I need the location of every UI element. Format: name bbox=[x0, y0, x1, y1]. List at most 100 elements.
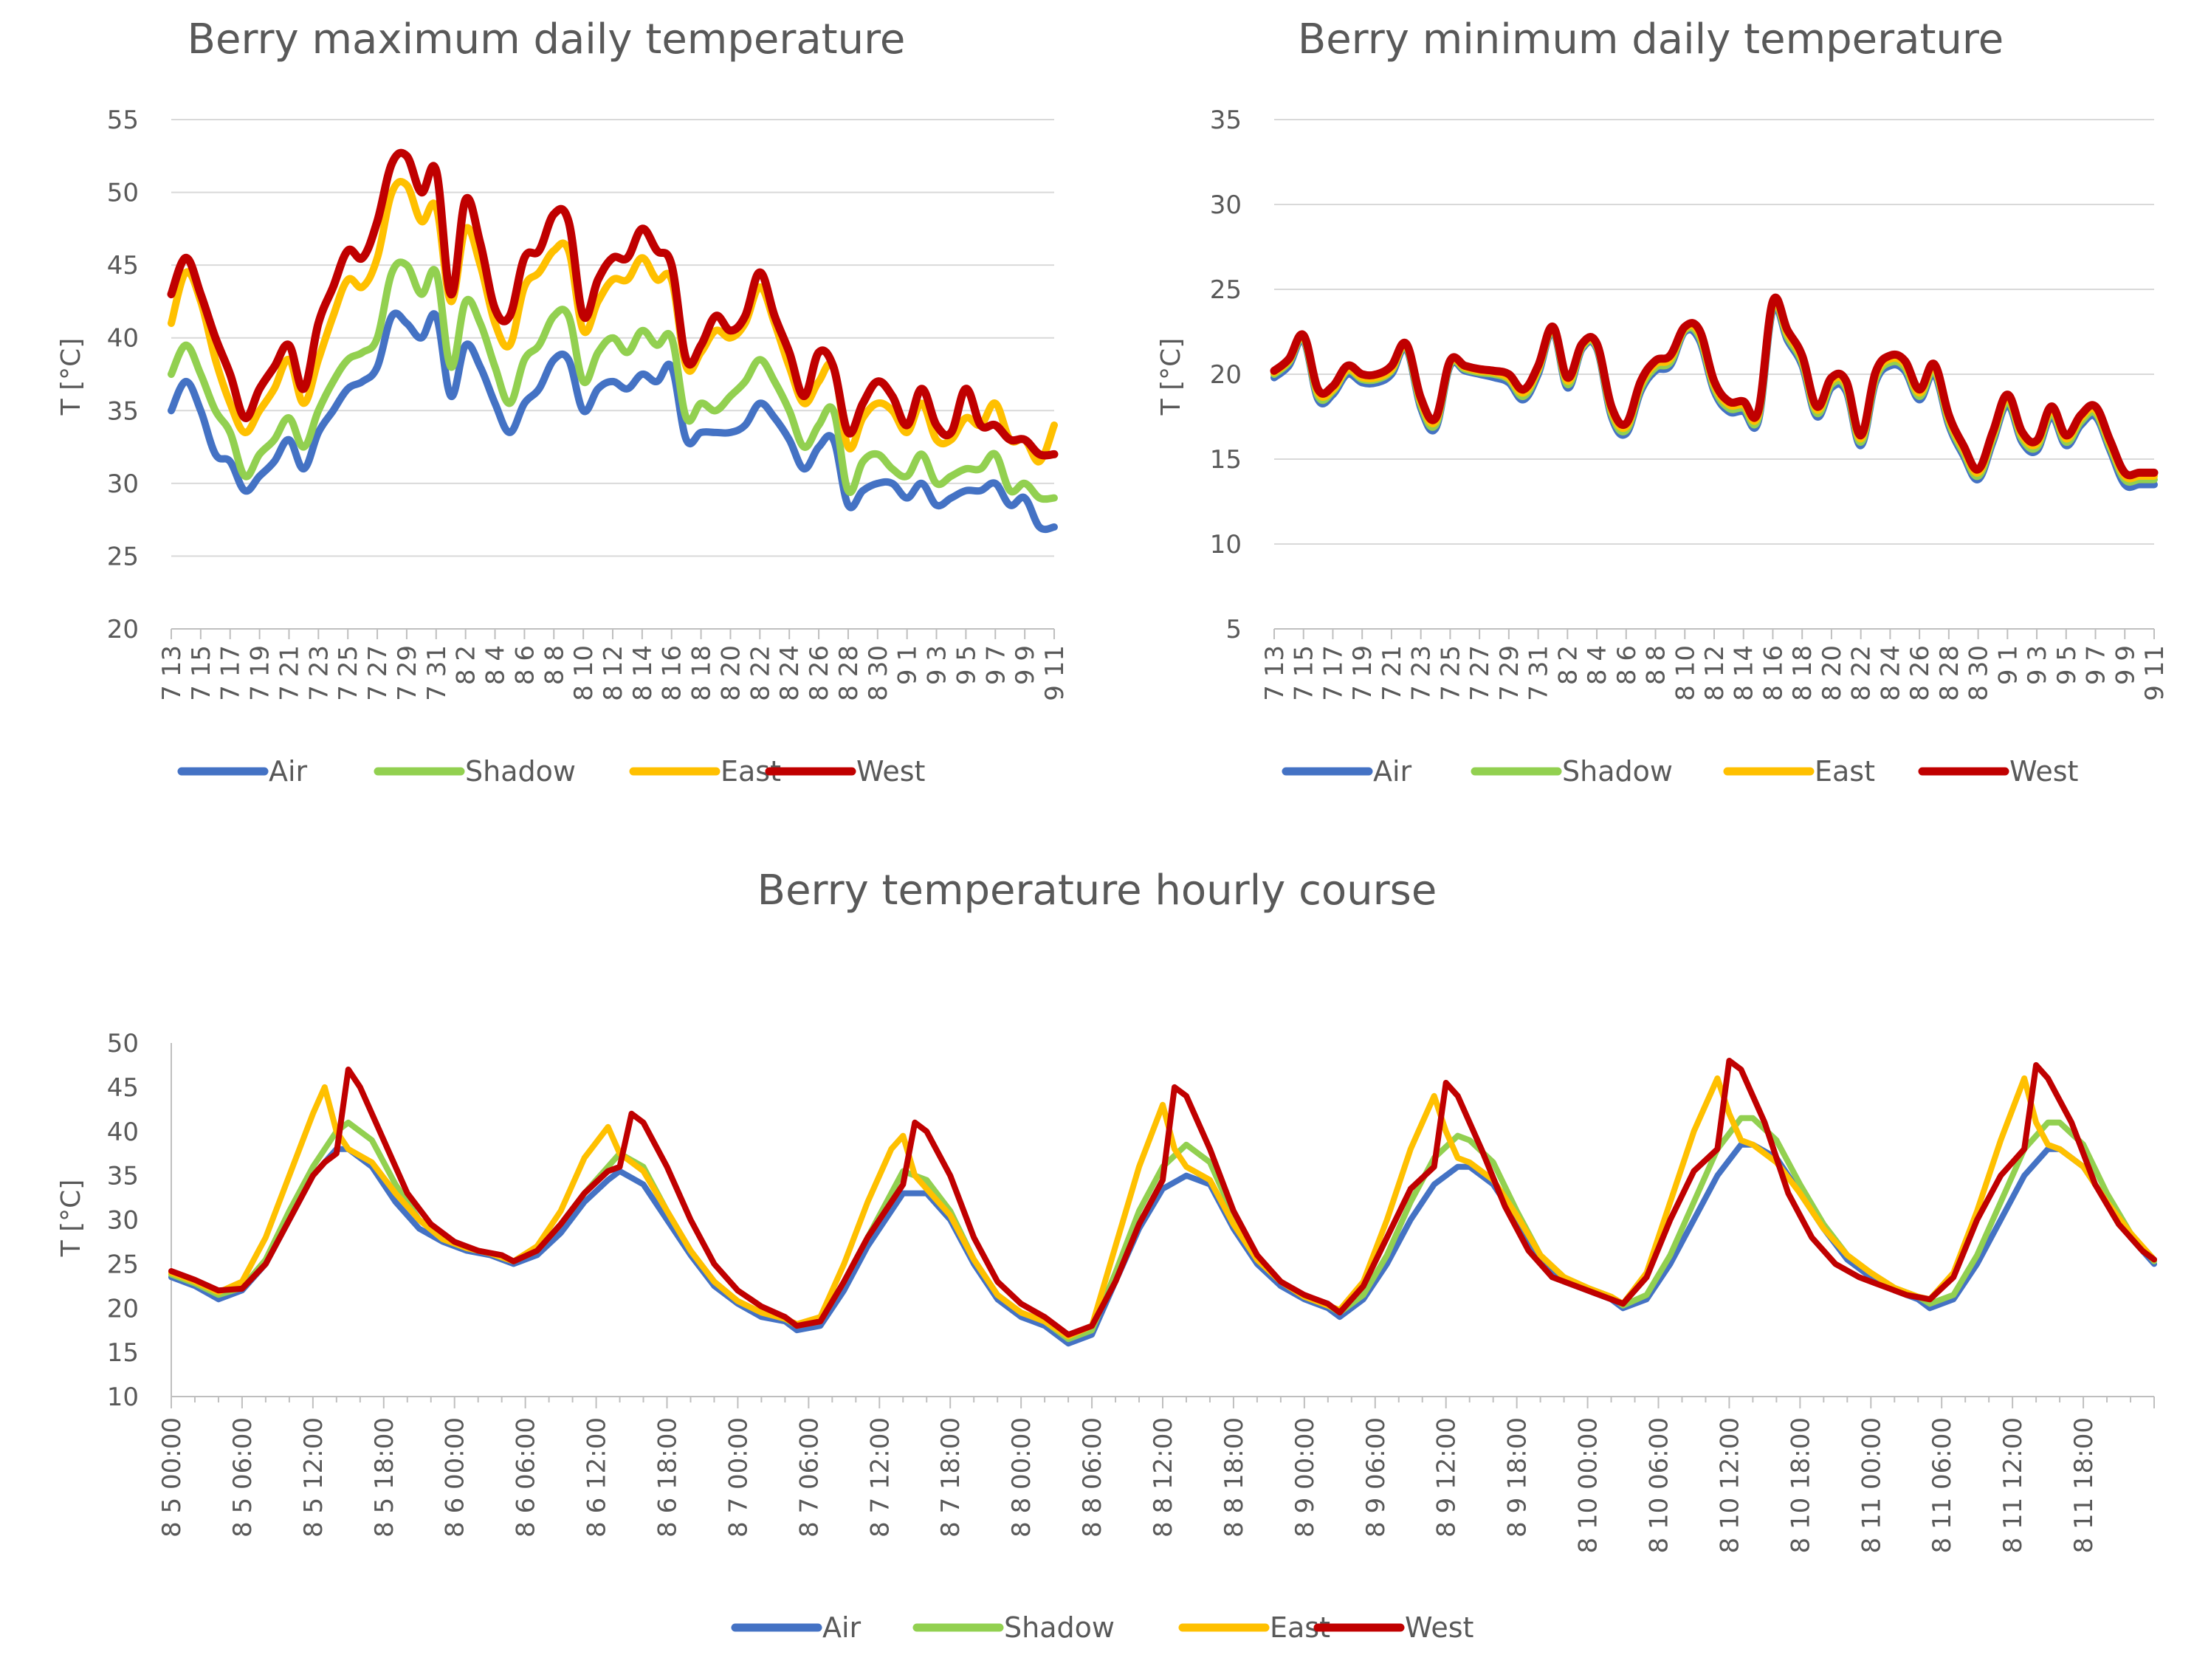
x-tick-label: 9 3 bbox=[923, 645, 952, 685]
x-tick-label: 8 9 06:00 bbox=[1361, 1417, 1391, 1538]
legend-label-air: Air bbox=[269, 755, 308, 788]
x-tick-label: 8 7 12:00 bbox=[865, 1417, 895, 1538]
legend-label-shadow: Shadow bbox=[1004, 1611, 1115, 1644]
x-tick-label: 8 10 00:00 bbox=[1574, 1417, 1603, 1554]
x-tick-label: 9 9 bbox=[2111, 645, 2140, 685]
legend-label-west: West bbox=[2009, 755, 2078, 788]
x-tick-label: 8 8 bbox=[540, 645, 569, 685]
x-tick-label: 8 9 18:00 bbox=[1503, 1417, 1533, 1538]
x-tick-label: 8 4 bbox=[481, 645, 511, 685]
x-tick-label: 7 13 bbox=[1260, 645, 1290, 701]
x-tick-label: 9 9 bbox=[1011, 645, 1040, 685]
x-tick-label: 8 28 bbox=[1935, 645, 1964, 701]
x-tick-label: 7 29 bbox=[393, 645, 422, 701]
x-tick-label: 7 23 bbox=[1407, 645, 1437, 701]
x-tick-label: 8 6 bbox=[1612, 645, 1642, 685]
chart-hourly-series bbox=[168, 1058, 2157, 1347]
x-tick-label: 9 3 bbox=[2023, 645, 2052, 685]
x-tick-label: 8 6 18:00 bbox=[653, 1417, 683, 1538]
chart-min-y-ticks: 5 10 15 20 25 30 35 bbox=[1210, 106, 1242, 644]
x-tick-label: 8 5 12:00 bbox=[299, 1417, 329, 1538]
series-line-west bbox=[167, 148, 1059, 460]
x-tick-label: 8 10 12:00 bbox=[1715, 1417, 1744, 1554]
x-tick-label: 8 14 bbox=[1730, 645, 1759, 701]
x-tick-label: 8 26 bbox=[1905, 645, 1935, 701]
x-tick-label: 7 27 bbox=[363, 645, 393, 701]
x-tick-label: 7 27 bbox=[1465, 645, 1495, 701]
x-tick-label: 8 11 12:00 bbox=[1998, 1417, 2028, 1554]
x-tick-label: 8 11 18:00 bbox=[2069, 1417, 2099, 1554]
y-tick-label: 50 bbox=[107, 179, 139, 208]
x-tick-label: 8 8 00:00 bbox=[1007, 1417, 1036, 1538]
y-tick-label: 35 bbox=[107, 396, 139, 426]
x-tick-label: 7 25 bbox=[1436, 645, 1465, 701]
y-tick-label: 35 bbox=[107, 1162, 139, 1191]
x-tick-label: 8 24 bbox=[775, 645, 805, 701]
x-tick-label: 8 14 bbox=[628, 645, 658, 701]
series-line-west bbox=[1270, 293, 2159, 480]
x-tick-label: 8 8 18:00 bbox=[1220, 1417, 1249, 1538]
x-tick-label: 8 6 06:00 bbox=[512, 1417, 541, 1538]
y-tick-label: 30 bbox=[107, 1206, 139, 1236]
x-tick-label: 7 19 bbox=[246, 645, 275, 701]
x-tick-label: 8 9 12:00 bbox=[1432, 1417, 1462, 1538]
legend-label-east: East bbox=[1815, 755, 1875, 788]
chart-max-legend: Air Shadow East West bbox=[177, 755, 925, 788]
x-tick-label: 8 6 bbox=[510, 645, 540, 685]
x-tick-label: 8 5 06:00 bbox=[228, 1417, 258, 1538]
y-tick-label: 5 bbox=[1225, 615, 1242, 644]
chart-min-legend: Air Shadow East West bbox=[1282, 755, 2078, 788]
y-tick-label: 35 bbox=[1210, 106, 1242, 135]
x-tick-label: 8 7 06:00 bbox=[794, 1417, 824, 1538]
x-tick-label: 8 22 bbox=[746, 645, 775, 701]
y-tick-label: 50 bbox=[107, 1029, 139, 1058]
y-tick-label: 55 bbox=[107, 106, 139, 135]
series-line-shadow bbox=[168, 258, 1058, 503]
chart-hourly-x-ticks: 8 5 00:00 8 5 06:00 8 5 12:00 8 5 18:00 8 6 … bbox=[157, 1397, 2155, 1554]
x-tick-label: 8 12 bbox=[599, 645, 628, 701]
x-tick-label: 7 25 bbox=[334, 645, 363, 701]
chart-hourly-course: Berry temperature hourly course T [°C] 1… bbox=[56, 867, 2157, 1644]
x-tick-label: 8 22 bbox=[1847, 645, 1877, 701]
x-tick-label: 8 16 bbox=[658, 645, 687, 701]
chart-hourly-legend: Air Shadow East West bbox=[731, 1611, 1473, 1644]
x-tick-label: 8 10 bbox=[1671, 645, 1700, 701]
x-tick-label: 8 9 00:00 bbox=[1290, 1417, 1320, 1538]
x-tick-label: 8 30 bbox=[1964, 645, 1994, 701]
chart-min-ylabel: T [°C] bbox=[1156, 338, 1186, 416]
x-tick-label: 8 16 bbox=[1758, 645, 1788, 701]
x-tick-label: 7 21 bbox=[1378, 645, 1407, 701]
chart-hourly-title: Berry temperature hourly course bbox=[757, 867, 1437, 915]
chart-min-series bbox=[1270, 293, 2159, 492]
chart-min-daily: Berry minimum daily temperature T [°C] 5… bbox=[1156, 16, 2170, 788]
x-tick-label: 8 11 00:00 bbox=[1857, 1417, 1886, 1554]
x-tick-label: 8 2 bbox=[1553, 645, 1583, 685]
x-tick-label: 8 20 bbox=[716, 645, 746, 701]
x-tick-label: 9 1 bbox=[1993, 645, 2023, 685]
y-tick-label: 15 bbox=[107, 1338, 139, 1368]
x-tick-label: 8 20 bbox=[1818, 645, 1847, 701]
x-tick-label: 8 7 00:00 bbox=[723, 1417, 753, 1538]
y-tick-label: 40 bbox=[107, 324, 139, 354]
x-tick-label: 8 8 bbox=[1642, 645, 1671, 685]
y-tick-label: 30 bbox=[1210, 190, 1242, 220]
x-tick-label: 8 10 18:00 bbox=[1786, 1417, 1815, 1554]
x-tick-label: 8 6 00:00 bbox=[441, 1417, 470, 1538]
legend-label-shadow: Shadow bbox=[465, 755, 576, 788]
chart-max-daily: Berry maximum daily temperature T [°C] 2… bbox=[56, 16, 1070, 788]
y-tick-label: 20 bbox=[107, 1294, 139, 1323]
x-tick-label: 8 10 06:00 bbox=[1645, 1417, 1674, 1554]
x-tick-label: 8 18 bbox=[687, 645, 717, 701]
x-tick-label: 7 19 bbox=[1348, 645, 1378, 701]
x-tick-label: 7 29 bbox=[1495, 645, 1524, 701]
y-tick-label: 10 bbox=[107, 1383, 139, 1412]
x-tick-label: 8 8 06:00 bbox=[1078, 1417, 1107, 1538]
y-tick-label: 20 bbox=[107, 615, 139, 644]
chart-max-series bbox=[167, 148, 1059, 534]
x-tick-label: 8 7 18:00 bbox=[936, 1417, 966, 1538]
x-tick-label: 8 4 bbox=[1583, 645, 1612, 685]
x-tick-label: 8 11 06:00 bbox=[1928, 1417, 1957, 1554]
x-tick-label: 8 24 bbox=[1876, 645, 1905, 701]
x-tick-label: 8 6 12:00 bbox=[582, 1417, 612, 1538]
x-tick-label: 9 7 bbox=[981, 645, 1011, 685]
